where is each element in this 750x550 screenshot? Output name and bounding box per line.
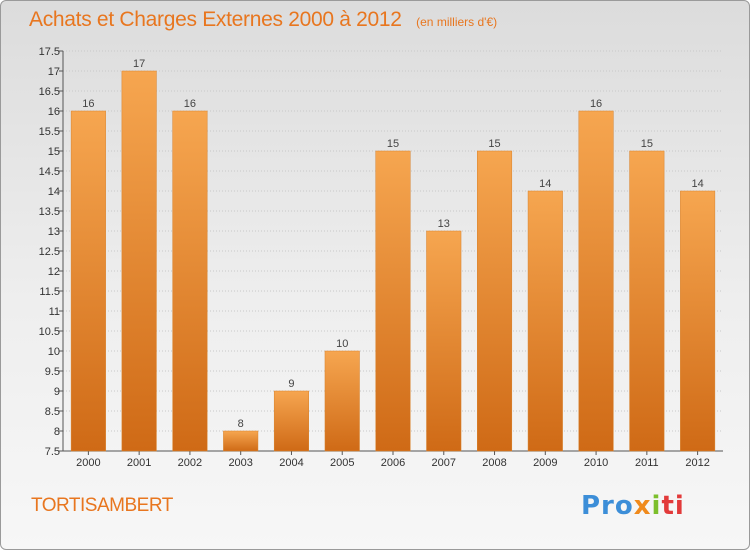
x-tick-label: 2005 bbox=[330, 457, 354, 469]
chart-title: Achats et Charges Externes 2000 à 2012 bbox=[29, 8, 402, 31]
bar-value-label: 14 bbox=[539, 178, 551, 190]
logo-part: i bbox=[651, 491, 662, 521]
y-tick-label: 9.5 bbox=[45, 366, 60, 378]
bar bbox=[578, 110, 614, 452]
x-tick-label: 2000 bbox=[76, 457, 100, 469]
y-tick-label: 10 bbox=[48, 346, 60, 358]
bar-value-label: 8 bbox=[238, 418, 244, 430]
bar-value-label: 16 bbox=[184, 98, 196, 110]
y-tick-label: 15 bbox=[48, 146, 60, 158]
y-tick-label: 12.5 bbox=[39, 246, 60, 258]
y-tick-label: 15.5 bbox=[39, 126, 60, 138]
bar-value-label: 16 bbox=[82, 98, 94, 110]
bar-value-label: 16 bbox=[590, 98, 602, 110]
bar-value-label: 15 bbox=[488, 138, 500, 150]
bar bbox=[121, 70, 157, 452]
y-tick-label: 16 bbox=[48, 106, 60, 118]
logo-part: ti bbox=[661, 491, 685, 521]
y-tick-label: 13.5 bbox=[39, 206, 60, 218]
y-tick-label: 17 bbox=[48, 66, 60, 78]
x-tick-label: 2010 bbox=[584, 457, 608, 469]
bar bbox=[70, 110, 106, 452]
x-tick-label: 2011 bbox=[635, 457, 659, 469]
y-tick-label: 10.5 bbox=[39, 326, 60, 338]
y-tick-label: 17.5 bbox=[39, 46, 60, 58]
y-tick-label: 13 bbox=[48, 226, 60, 238]
bar-value-label: 10 bbox=[336, 338, 348, 350]
title-row: Achats et Charges Externes 2000 à 2012 (… bbox=[29, 8, 497, 32]
bar bbox=[172, 110, 208, 452]
bar-value-label: 9 bbox=[288, 378, 294, 390]
x-tick-label: 2006 bbox=[381, 457, 405, 469]
commune-name: TORTISAMBERT bbox=[31, 495, 173, 516]
bar bbox=[426, 230, 462, 452]
x-tick-label: 2002 bbox=[178, 457, 202, 469]
bar bbox=[680, 190, 716, 452]
proxiti-logo[interactable]: Proxiti bbox=[581, 491, 685, 521]
bar-value-label: 14 bbox=[691, 178, 703, 190]
bar bbox=[273, 390, 309, 452]
y-tick-label: 9 bbox=[54, 386, 60, 398]
bar-value-label: 15 bbox=[641, 138, 653, 150]
x-tick-label: 2008 bbox=[482, 457, 506, 469]
bars bbox=[70, 70, 716, 452]
bar bbox=[477, 150, 513, 452]
bar bbox=[324, 350, 360, 452]
y-tick-label: 7.5 bbox=[45, 446, 60, 458]
bar bbox=[375, 150, 411, 452]
bar bbox=[527, 190, 563, 452]
bar-value-label: 15 bbox=[387, 138, 399, 150]
bar-value-label: 17 bbox=[133, 58, 145, 70]
y-tick-label: 11 bbox=[49, 306, 60, 318]
logo-part: x bbox=[633, 491, 652, 521]
y-tick-label: 8 bbox=[54, 426, 60, 438]
y-tick-label: 14.5 bbox=[39, 166, 60, 178]
y-tick-label: 11.5 bbox=[39, 286, 60, 298]
y-tick-label: 16.5 bbox=[39, 86, 60, 98]
bar-value-label: 13 bbox=[438, 218, 450, 230]
x-tick-label: 2004 bbox=[279, 457, 303, 469]
x-tick-label: 2001 bbox=[127, 457, 151, 469]
x-tick-label: 2007 bbox=[432, 457, 456, 469]
bar bbox=[629, 150, 665, 452]
x-tick-label: 2009 bbox=[533, 457, 557, 469]
bar bbox=[223, 430, 259, 452]
y-tick-label: 8.5 bbox=[45, 406, 60, 418]
y-tick-label: 12 bbox=[48, 266, 60, 278]
labels: 7.5 8 8.5 9 9.5 10 10.5 11 11.5 12 12.5 13 13.5 14 14.… bbox=[39, 46, 710, 469]
chart-subtitle: (en milliers d'€) bbox=[416, 15, 498, 29]
logo-part: Pro bbox=[581, 491, 634, 521]
y-tick-label: 14 bbox=[48, 186, 60, 198]
x-tick-label: 2012 bbox=[685, 457, 709, 469]
x-tick-label: 2003 bbox=[228, 457, 252, 469]
